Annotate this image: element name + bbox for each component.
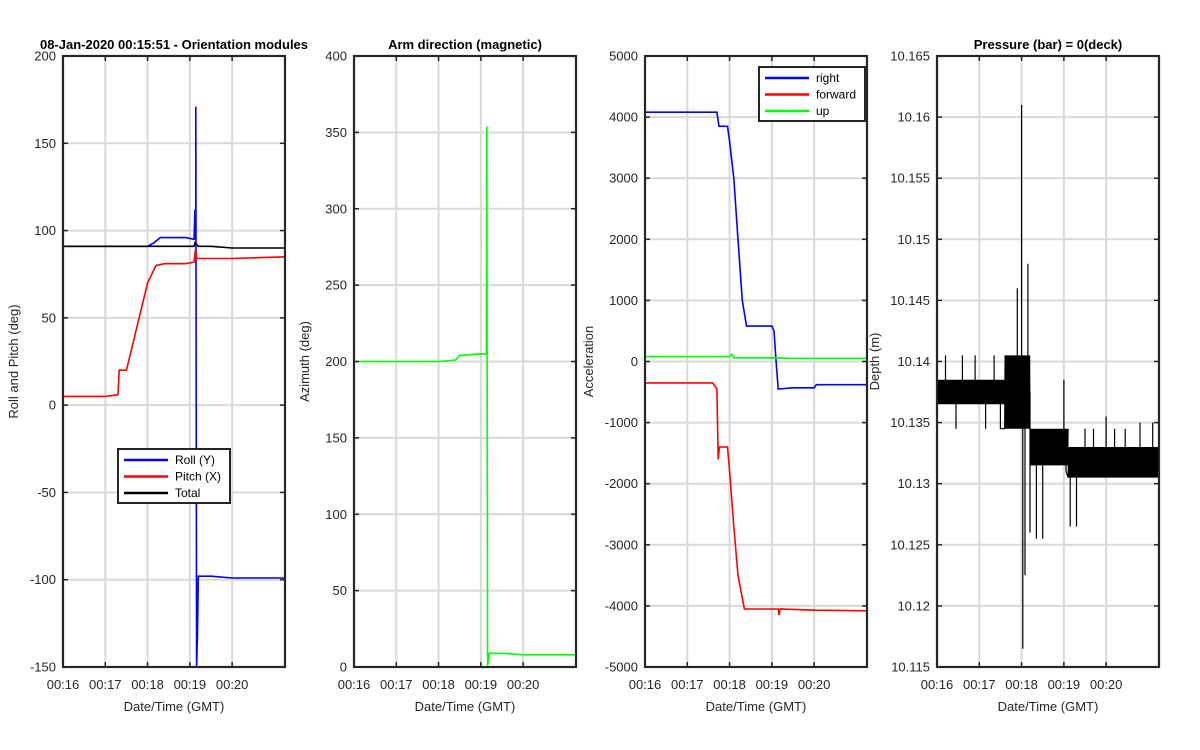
x-tick-label: 00:19: [1048, 677, 1081, 692]
axes-frame: [61, 54, 287, 669]
series-line-up: [645, 352, 867, 360]
y-tick-label: 10.145: [890, 293, 930, 308]
y-tick-label: -3000: [605, 537, 638, 552]
y-tick-label: 100: [325, 507, 347, 522]
series-line-depth: [937, 104, 1159, 649]
x-tick-label: 00:16: [338, 677, 371, 692]
legend-label: forward: [816, 88, 856, 102]
series-group: [63, 106, 285, 667]
series-group: [645, 111, 867, 616]
y-tick-label: 5000: [609, 49, 638, 64]
y-tick-label: 10.135: [890, 415, 930, 430]
x-tick-label: 00:16: [921, 677, 954, 692]
legend-label: Pitch (X): [175, 470, 221, 484]
panel-1-title: 08-Jan-2020 00:15:51 - Orientation modul…: [40, 37, 308, 52]
y-tick-label: 10.155: [890, 171, 930, 186]
panel-arm-direction: 00:16 00:17 00:18 00:19 00:20 0 50 100 150 200 250…: [297, 37, 578, 714]
y-tick-label: -150: [30, 660, 56, 675]
y-tick-label: 150: [325, 430, 347, 445]
panel-1-ylabel: Roll and Pitch (deg): [6, 304, 21, 418]
legend-label: right: [816, 71, 840, 85]
panel-orientation-modules: 00:16 00:17 00:18 00:19 00:20 -150 -100 -50 0 50 1…: [6, 37, 308, 714]
y-tick-label: 3000: [609, 171, 638, 186]
y-tick-label: -5000: [605, 660, 638, 675]
y-tick-label: 0: [340, 660, 347, 675]
panel-3-ylabel: Acceleration: [581, 326, 596, 398]
y-tick-label: 10.125: [890, 537, 930, 552]
x-tick-label: 00:17: [380, 677, 413, 692]
x-tick-label: 00:20: [507, 677, 540, 692]
x-tick-label: 00:17: [963, 677, 996, 692]
panel-4-xlabel: Date/Time (GMT): [998, 699, 1099, 714]
x-tick-label: 00:19: [174, 677, 207, 692]
y-tick-label: 350: [325, 125, 347, 140]
y-tick-label: 10.16: [897, 110, 930, 125]
legend-label: Roll (Y): [175, 453, 215, 467]
x-tick-label: 00:16: [629, 677, 662, 692]
panel-1-xlabel: Date/Time (GMT): [124, 699, 225, 714]
x-tick-label: 00:18: [422, 677, 455, 692]
panel-4-ylabel: Depth (m): [867, 333, 882, 391]
y-tick-label: 200: [34, 49, 56, 64]
panel-2-title: Arm direction (magnetic): [388, 37, 542, 52]
legend: right forward up: [758, 66, 866, 122]
x-tick-label: 00:19: [465, 677, 498, 692]
y-tick-label: 10.165: [890, 49, 930, 64]
x-tick-label: 00:17: [89, 677, 122, 692]
panel-3-xlabel: Date/Time (GMT): [706, 699, 807, 714]
x-tick-label: 00:17: [671, 677, 704, 692]
y-tick-label: 400: [325, 49, 347, 64]
series-line-roll-y: [63, 106, 285, 667]
x-tick-label: 00:20: [1090, 677, 1123, 692]
y-tick-label: 10.14: [897, 354, 930, 369]
y-tick-label: 1000: [609, 293, 638, 308]
y-tick-label: 100: [34, 223, 56, 238]
panel-pressure: 00:16 00:17 00:18 00:19 00:20 10.115 10.12 10.1…: [867, 37, 1161, 714]
y-tick-label: 10.13: [897, 476, 930, 491]
y-tick-label: -100: [30, 572, 56, 587]
x-tick-label: 00:18: [713, 677, 746, 692]
series-line-total: [63, 241, 285, 249]
y-tick-label: 4000: [609, 110, 638, 125]
legend: Roll (Y) Pitch (X) Total: [117, 448, 231, 504]
y-tick-label: 150: [34, 136, 56, 151]
panel-acceleration: 00:16 00:17 00:18 00:19 00:20 -5000 -4000 -3000…: [581, 49, 869, 714]
y-tick-label: 50: [42, 310, 56, 325]
legend-label: Total: [175, 486, 200, 500]
x-tick-label: 00:18: [131, 677, 164, 692]
y-tick-label: 10.115: [891, 660, 930, 675]
series-line-data: [354, 126, 576, 666]
y-tick-label: 300: [325, 201, 347, 216]
y-tick-label: -1000: [605, 415, 638, 430]
y-tick-label: 0: [49, 398, 56, 413]
series-group: [937, 104, 1159, 649]
y-tick-label: -4000: [605, 598, 638, 613]
series-group: [354, 126, 576, 666]
series-line-right: [645, 111, 867, 390]
series-line-forward: [645, 382, 867, 616]
y-tick-label: 50: [333, 583, 347, 598]
x-tick-label: 00:20: [798, 677, 831, 692]
y-tick-label: 0: [631, 354, 638, 369]
plot-area: [63, 56, 285, 667]
y-tick-label: 250: [325, 278, 347, 293]
y-tick-label: 10.15: [897, 232, 930, 247]
x-tick-label: 00:18: [1005, 677, 1038, 692]
x-tick-label: 00:16: [47, 677, 80, 692]
y-tick-label: -50: [37, 485, 56, 500]
panel-2-xlabel: Date/Time (GMT): [415, 699, 516, 714]
panel-2-ylabel: Azimuth (deg): [297, 321, 312, 402]
y-tick-label: 10.12: [897, 598, 930, 613]
x-tick-label: 00:19: [756, 677, 789, 692]
series-line-pitch-x: [63, 249, 285, 398]
panel-4-title: Pressure (bar) = 0(deck): [974, 37, 1122, 52]
x-tick-label: 00:20: [216, 677, 249, 692]
y-tick-label: -2000: [605, 476, 638, 491]
y-tick-label: 2000: [609, 232, 638, 247]
y-tick-label: 200: [325, 354, 347, 369]
legend-label: up: [816, 104, 830, 118]
